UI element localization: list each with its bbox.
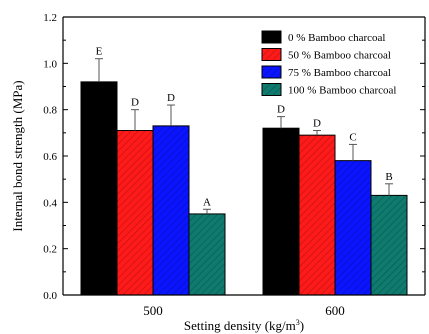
plot-area: E D D A D D C B xyxy=(80,46,408,296)
bar-600-3 xyxy=(370,194,408,296)
y-tick-label: 0.0 xyxy=(43,290,57,302)
legend-swatch-0 xyxy=(261,30,282,44)
significance-label: D xyxy=(313,118,321,130)
significance-label: E xyxy=(96,46,103,58)
legend: 0 % Bamboo charcoal 50 % Bamboo charcoal 7… xyxy=(261,30,396,97)
significance-label: C xyxy=(349,131,356,143)
legend-label-3: 100 % Bamboo charcoal xyxy=(288,85,396,97)
bar-500-1 xyxy=(116,130,154,296)
y-axis-title: Internal bond strength (MPa) xyxy=(10,80,25,231)
legend-swatch-1 xyxy=(261,48,282,61)
bar-500-3 xyxy=(188,213,226,296)
y-tick-label: 0.4 xyxy=(43,197,57,209)
x-axis-title: Setting density (kg/m3) xyxy=(184,318,304,333)
significance-label: D xyxy=(167,92,175,104)
legend-label-0: 0 % Bamboo charcoal xyxy=(288,32,385,44)
significance-label: B xyxy=(385,171,392,183)
bar-500-0 xyxy=(80,81,118,296)
bar-600-2 xyxy=(334,160,372,296)
legend-label-2: 75 % Bamboo charcoal xyxy=(288,67,391,79)
bar-500-2 xyxy=(152,125,190,296)
x-tick-label: 500 xyxy=(143,303,163,318)
y-tick-label: 0.8 xyxy=(43,105,57,117)
significance-label: D xyxy=(131,97,139,109)
y-tick-label: 1.2 xyxy=(43,12,57,24)
x-tick-label: 600 xyxy=(325,303,345,318)
x-axis-title-superscript: 3 xyxy=(296,318,300,327)
legend-swatch-3 xyxy=(261,83,282,96)
legend-label-1: 50 % Bamboo charcoal xyxy=(288,50,391,62)
y-tick-label: 1.0 xyxy=(43,58,57,70)
axes: 0.0 0.2 0.4 0.6 0.8 1.0 1.2 500 600 xyxy=(43,12,426,318)
y-tick-label: 0.6 xyxy=(43,151,57,163)
x-axis-title-main: Setting density (kg/m xyxy=(184,318,296,333)
significance-label: A xyxy=(203,196,211,208)
bar-600-0 xyxy=(262,127,300,296)
x-axis-title-suffix: ) xyxy=(300,318,304,333)
bar-600-1 xyxy=(298,134,336,296)
legend-swatch-2 xyxy=(261,65,282,79)
significance-label: D xyxy=(277,104,285,116)
y-tick-label: 0.2 xyxy=(43,244,57,256)
